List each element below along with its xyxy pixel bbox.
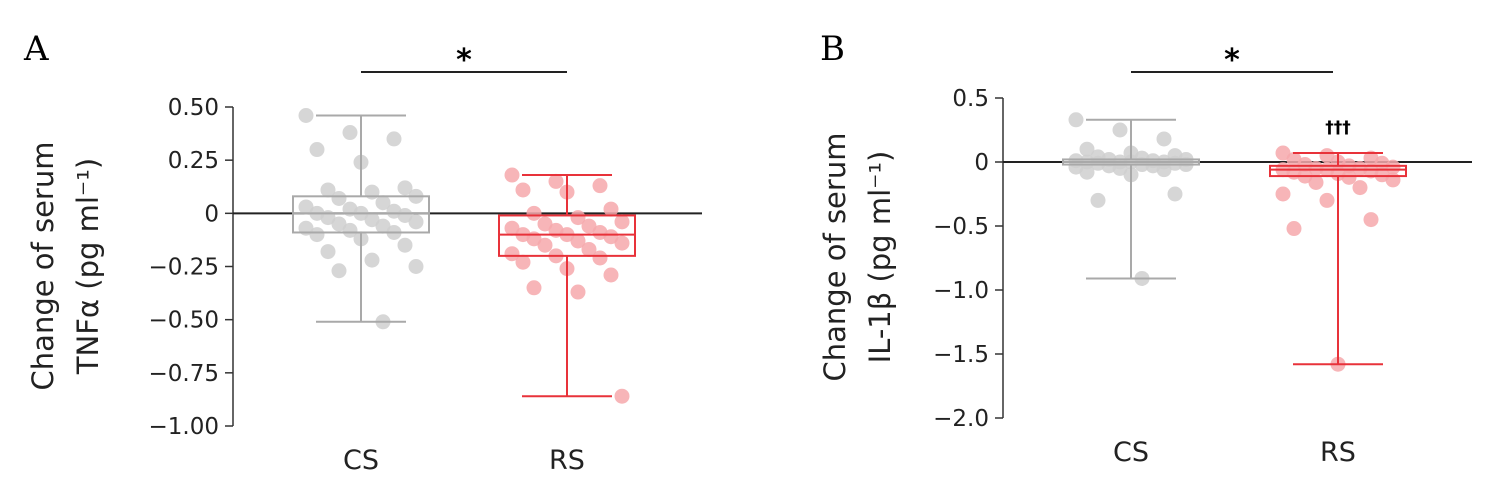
data-point (1308, 174, 1324, 190)
data-point (1352, 180, 1368, 196)
data-point (504, 220, 520, 236)
data-point (309, 142, 325, 158)
y-axis-label: Change of serum (818, 133, 852, 382)
data-point (614, 235, 630, 251)
data-point (548, 173, 564, 189)
category-label: RS (1320, 437, 1356, 468)
y-axis-label: TNFα (pg ml⁻¹) (71, 158, 105, 375)
y-tick-label: 0.5 (952, 86, 989, 112)
data-point (397, 237, 413, 253)
panel-b: B Change of serum IL-1β (pg ml⁻¹) 0.5 0 −0.5 −… (818, 29, 1472, 468)
data-point (320, 244, 336, 260)
box-iqr (498, 214, 636, 257)
data-point (1079, 164, 1095, 180)
data-point (581, 241, 597, 257)
data-point (331, 216, 347, 232)
data-point (298, 108, 314, 124)
data-point (614, 388, 630, 404)
data-point (526, 280, 542, 296)
y-tick-label: −2.0 (933, 406, 989, 432)
data-point (408, 259, 424, 274)
data-point (1385, 159, 1401, 175)
data-point (603, 229, 619, 245)
data-point (1363, 212, 1379, 228)
data-point (504, 246, 520, 262)
rs-dagger-marker: ††† (1325, 118, 1351, 138)
data-point (1286, 221, 1302, 237)
data-point (1090, 192, 1106, 208)
data-point (592, 250, 608, 266)
category-label: RS (549, 445, 585, 476)
data-point (1112, 122, 1128, 138)
category-label: CS (1113, 437, 1149, 468)
data-point (386, 131, 402, 147)
data-point (331, 190, 347, 206)
y-tick-label: −0.5 (933, 214, 989, 240)
data-point (1319, 148, 1335, 164)
y-tick-label: 0.50 (168, 95, 219, 121)
y-tick-label: −0.75 (149, 361, 219, 387)
data-point (592, 178, 608, 194)
data-point (570, 233, 586, 249)
data-point (375, 218, 391, 234)
box-iqr (1269, 164, 1407, 178)
data-point (570, 284, 586, 300)
data-point (1068, 112, 1084, 128)
data-point (1156, 162, 1172, 178)
data-point (1079, 141, 1095, 157)
data-point (1385, 172, 1401, 188)
y-axis-label: IL-1β (pg ml⁻¹) (863, 151, 897, 364)
data-point (1275, 186, 1291, 202)
data-point (537, 216, 553, 232)
data-point (504, 167, 520, 183)
data-point (614, 214, 630, 230)
y-tick-label: −0.25 (149, 255, 219, 281)
y-tick-label: −1.0 (933, 278, 989, 304)
data-point (603, 267, 619, 283)
data-point (537, 237, 553, 253)
data-point (603, 201, 619, 217)
panel-a: A Change of serum TNFα (pg ml⁻¹) 0.50 0.25 0 −… (23, 29, 702, 476)
y-tick-label: −1.5 (933, 342, 989, 368)
significance-star: * (456, 43, 472, 78)
data-point (1308, 160, 1324, 176)
data-point (331, 263, 347, 279)
data-point (515, 182, 531, 198)
data-point (375, 195, 391, 211)
data-point (397, 207, 413, 223)
data-point (1156, 131, 1172, 147)
data-point (408, 214, 424, 230)
data-point (1319, 192, 1335, 208)
data-point (309, 227, 325, 243)
y-tick-label: 0 (974, 150, 989, 176)
data-point (364, 252, 380, 268)
data-point (397, 180, 413, 196)
box-iqr (292, 195, 430, 234)
panel-letter: A (23, 29, 49, 69)
data-point (364, 212, 380, 228)
panel-letter: B (820, 29, 845, 69)
data-point (1275, 145, 1291, 161)
category-label: CS (343, 445, 379, 476)
data-point (570, 210, 586, 226)
data-point (526, 205, 542, 221)
data-point (581, 218, 597, 234)
data-point (1167, 186, 1183, 202)
y-axis-label: Change of serum (26, 142, 60, 391)
data-point (320, 182, 336, 198)
y-tick-label: 0 (204, 201, 219, 227)
data-point (342, 125, 358, 141)
data-point (515, 254, 531, 270)
significance-star: * (1224, 43, 1240, 78)
data-point (342, 222, 358, 238)
y-tick-label: −0.50 (149, 308, 219, 334)
data-point (298, 199, 314, 215)
y-tick-label: −1.00 (149, 414, 219, 440)
data-point (1341, 169, 1357, 185)
y-tick-label: 0.25 (168, 148, 219, 174)
